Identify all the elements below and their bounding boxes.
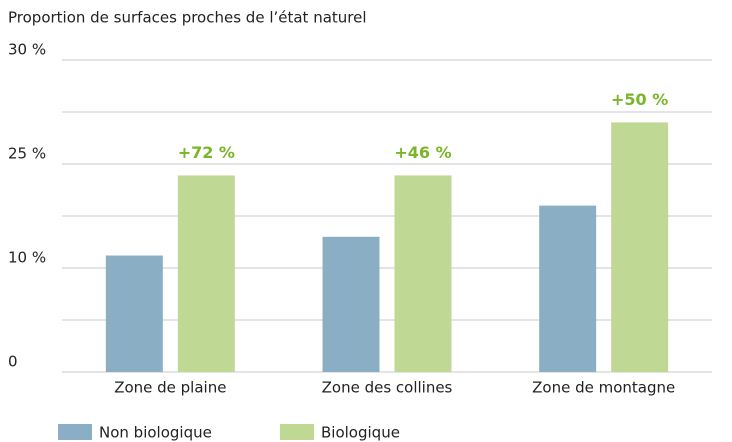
annotation: +50 %	[611, 90, 668, 109]
x-tick-label: Zone de plaine	[114, 379, 226, 397]
legend-swatch	[58, 424, 92, 440]
y-tick-label: 10 %	[8, 249, 46, 267]
legend-label: Non biologique	[99, 424, 212, 442]
annotation: +46 %	[394, 143, 451, 162]
annotation: +72 %	[178, 143, 235, 162]
bar	[394, 175, 452, 372]
bar	[322, 236, 380, 372]
x-tick-label: Zone de montagne	[532, 379, 675, 397]
chart-title: Proportion de surfaces proches de l’état…	[8, 9, 367, 27]
bar	[611, 122, 669, 373]
y-tick-label: 30 %	[8, 41, 46, 59]
bar	[177, 175, 235, 372]
legend-label: Biologique	[321, 424, 400, 442]
legend-swatch	[280, 424, 314, 440]
x-tick-label: Zone des collines	[322, 379, 453, 397]
y-tick-label: 25 %	[8, 145, 46, 163]
bar	[539, 205, 597, 372]
y-tick-label: 0	[8, 353, 18, 371]
bar	[105, 255, 163, 372]
